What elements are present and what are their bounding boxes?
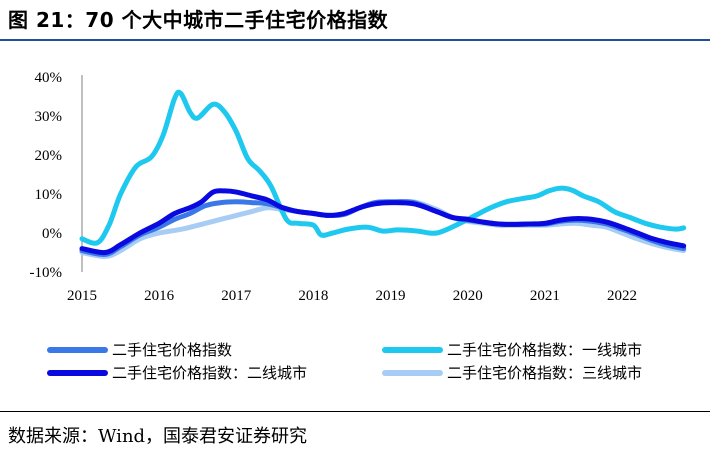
x-tick-label: 2019 — [376, 288, 406, 304]
y-tick-label: 30% — [35, 109, 63, 125]
y-tick-label: 20% — [35, 148, 63, 164]
series-line-1 — [79, 89, 687, 246]
y-tick-label: -10% — [30, 265, 63, 281]
x-tick-label: 2015 — [67, 288, 97, 304]
x-tick-label: 2017 — [221, 288, 252, 304]
y-tick-label: 10% — [35, 187, 63, 203]
legend-label: 二手住宅价格指数：一线城市 — [447, 341, 642, 359]
x-tick-label: 2021 — [530, 288, 560, 304]
x-tick-label: 2016 — [144, 288, 175, 304]
x-tick-label: 2020 — [453, 288, 483, 304]
chart-tick-labels: -10% 0% 10% 20% 30% 40% 2015 2016 2017 2018 2019 20… — [30, 70, 637, 304]
y-tick-label: 40% — [35, 70, 63, 86]
figure-title: 图 21：70 个大中城市二手住宅价格指数 — [8, 8, 389, 32]
series-line-0 — [79, 199, 687, 257]
x-tick-label: 2022 — [607, 288, 637, 304]
title-divider — [0, 39, 710, 41]
legend-label: 二手住宅价格指数 — [112, 341, 232, 359]
x-tick-label: 2018 — [298, 288, 328, 304]
line-chart: -10% 0% 10% 20% 30% 40% 2015 2016 2017 2018 2019 20… — [30, 70, 687, 382]
data-source-note: 数据来源：Wind，国泰君安证券研究 — [8, 426, 308, 447]
footer-divider — [0, 411, 710, 412]
chart-series-lines — [79, 89, 687, 259]
y-tick-label: 0% — [42, 226, 62, 242]
legend-label: 二手住宅价格指数：二线城市 — [112, 364, 307, 382]
legend-label: 二手住宅价格指数：三线城市 — [447, 364, 642, 382]
series-line-2 — [79, 188, 687, 256]
